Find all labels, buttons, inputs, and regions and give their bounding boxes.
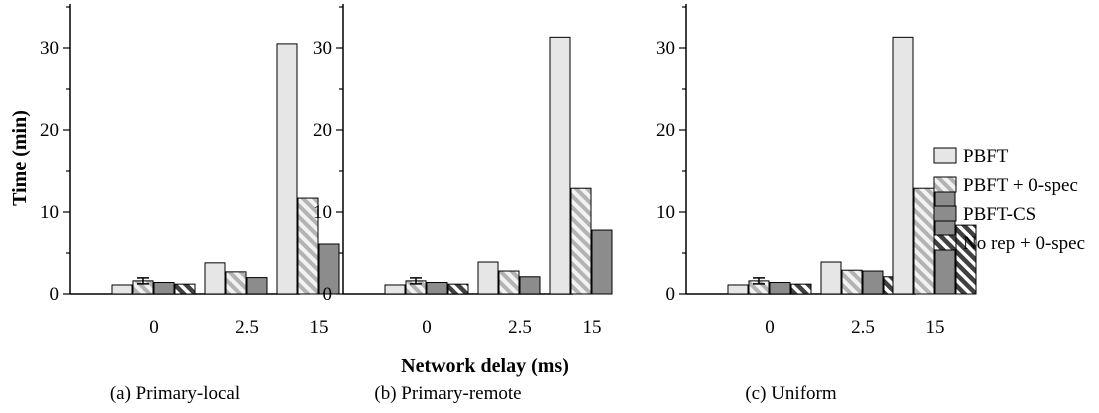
bar-pbft [276, 43, 298, 295]
bar-pbft-0-spec [297, 197, 319, 295]
bar-pbft-cs [426, 282, 448, 295]
chart-panel-2: 0 10 20 30 0 2.5 15 (c) Uniform [656, 4, 977, 404]
bar-pbft-0-spec [225, 271, 247, 295]
chart-panel-0: 0 10 20 30 0 2.5 15 (a) Primary-local [40, 4, 340, 404]
x-tick-label: 2.5 [851, 317, 875, 338]
bar-no-rep-0-spec [447, 283, 469, 295]
legend-label: PBFT-CS [963, 204, 1036, 225]
x-tick-label: 15 [926, 317, 945, 338]
legend-label: PBFT + 0-spec [963, 175, 1078, 196]
bar-pbft-cs [246, 277, 268, 295]
legend-swatch [933, 205, 957, 222]
bar-pbft-cs [519, 276, 541, 295]
y-tick-label: 10 [40, 202, 59, 223]
bar-pbft [384, 284, 406, 295]
x-axis-title: Network delay (ms) [401, 355, 569, 377]
panel-caption: (c) Uniform [745, 383, 836, 404]
bar-pbft [477, 261, 499, 295]
bar-pbft [892, 36, 914, 295]
bar-no-rep-0-spec [790, 283, 812, 295]
y-tick-label: 20 [313, 120, 332, 141]
chart-panels: 0 10 20 30 0 2.5 15 (a) Primary-local 0 10 20 30 0 2.… [40, 4, 977, 404]
legend-label: No rep + 0-spec [963, 233, 1085, 254]
y-tick-label: 20 [40, 120, 59, 141]
bar-pbft-cs [153, 282, 175, 295]
legend-swatch [933, 147, 957, 164]
bar-pbft [549, 36, 571, 295]
bar-no-rep-0-spec [955, 224, 977, 295]
y-tick-label: 20 [656, 120, 675, 141]
bar-pbft-0-spec [841, 269, 863, 295]
y-axis-title: Time (min) [9, 110, 31, 206]
bar-pbft-0-spec [498, 270, 520, 295]
legend: PBFT PBFT + 0-spec PBFT-CS No rep + 0-spec [933, 146, 1085, 254]
legend-swatch [933, 176, 957, 193]
y-tick-label: 0 [50, 284, 60, 305]
bar-pbft [204, 262, 226, 295]
x-tick-label: 15 [583, 317, 602, 338]
y-tick-label: 30 [313, 38, 332, 59]
panel-caption: (a) Primary-local [110, 383, 240, 404]
x-tick-label: 2.5 [508, 317, 532, 338]
y-tick-label: 0 [323, 284, 333, 305]
bar-pbft-cs [591, 229, 613, 295]
bar-pbft [111, 284, 133, 295]
bar-pbft-cs [769, 282, 791, 295]
x-tick-label: 0 [422, 317, 432, 338]
y-tick-label: 0 [666, 284, 676, 305]
bar-pbft [727, 284, 749, 295]
bar-no-rep-0-spec [174, 283, 196, 295]
x-tick-label: 0 [765, 317, 775, 338]
y-tick-label: 10 [656, 202, 675, 223]
legend-swatch [933, 234, 957, 251]
bar-pbft-cs [862, 270, 884, 295]
chart-panel-1: 0 10 20 30 0 2.5 15 (b) Primary-remote [313, 4, 613, 404]
x-tick-label: 15 [310, 317, 329, 338]
bar-pbft-0-spec [570, 187, 592, 295]
y-tick-label: 10 [313, 202, 332, 223]
bar-pbft-0-spec [913, 187, 935, 295]
legend-label: PBFT [963, 146, 1009, 167]
x-tick-label: 0 [149, 317, 159, 338]
panel-caption: (b) Primary-remote [374, 383, 521, 404]
bar-pbft-cs [318, 243, 340, 295]
y-tick-label: 30 [40, 38, 59, 59]
bar-pbft [820, 261, 842, 295]
y-tick-label: 30 [656, 38, 675, 59]
x-tick-label: 2.5 [235, 317, 259, 338]
